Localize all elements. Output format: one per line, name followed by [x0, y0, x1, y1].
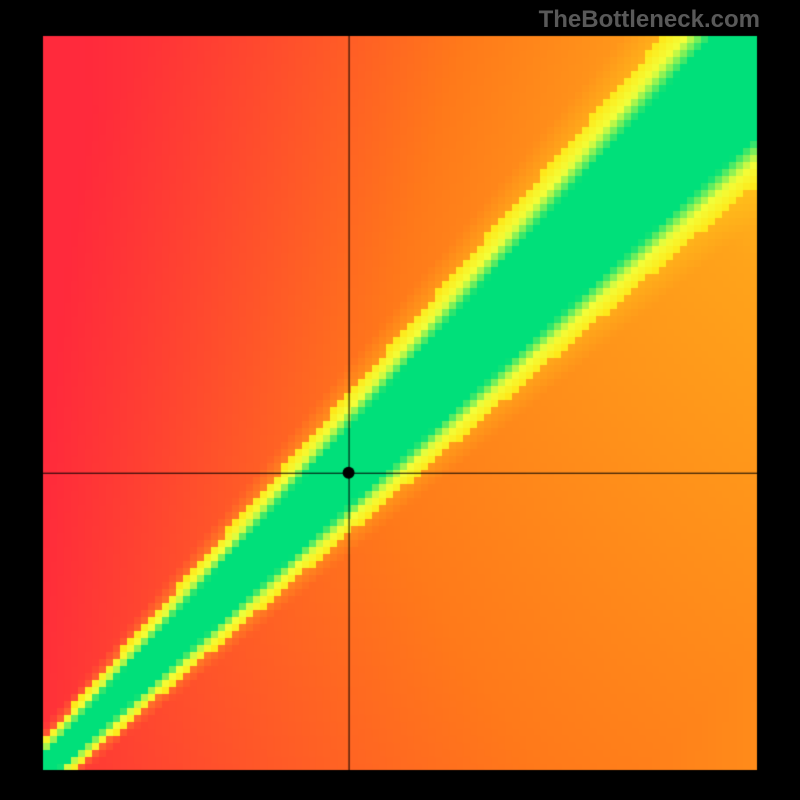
watermark-text: TheBottleneck.com — [539, 6, 760, 34]
heatmap-canvas — [0, 0, 800, 800]
chart-container: TheBottleneck.com — [0, 0, 800, 800]
